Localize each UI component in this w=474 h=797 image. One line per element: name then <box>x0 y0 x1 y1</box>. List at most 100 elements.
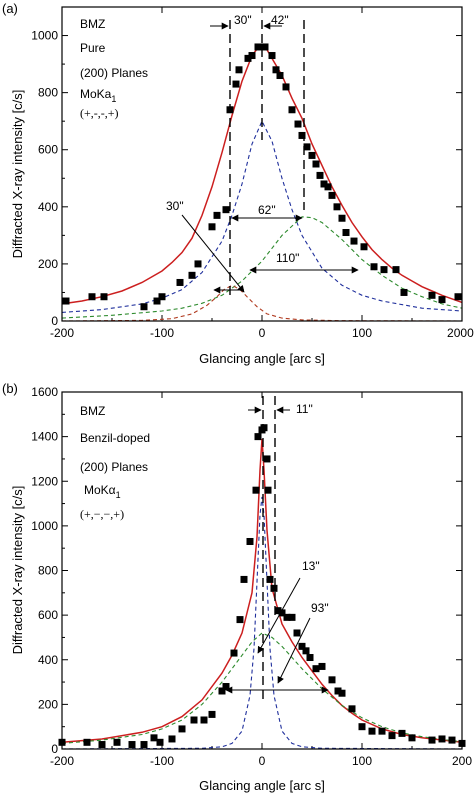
panel-b-data-point <box>208 710 216 718</box>
panel-a-x-tick-label: 0 <box>259 326 266 340</box>
panel-b-width-label-93: 93" <box>311 601 329 615</box>
panel-a-x-tick-label: -200 <box>50 326 74 340</box>
panel-a-data-point <box>316 171 324 179</box>
panel-a-data-point <box>438 296 446 304</box>
panel-b-text-line-5: (+,−,−,+) <box>80 507 124 521</box>
panel-b-data-point <box>240 575 248 583</box>
panel-b-data-point <box>306 654 314 662</box>
panel-b-data-point <box>178 725 186 733</box>
panel-b-points <box>58 424 466 749</box>
panel-a-data-point <box>62 297 70 305</box>
panel-b-arrow-13 <box>257 577 301 654</box>
panel-a-curve-4 <box>61 284 463 322</box>
panel-b-data-point <box>274 607 282 615</box>
panel-b-curve-1 <box>61 438 463 744</box>
panel-a-data-point <box>153 297 161 305</box>
panel-a-curve-1 <box>61 45 463 305</box>
panel-b-data-point <box>83 738 91 746</box>
panel-b-curve-2 <box>61 496 463 750</box>
panel-b-data-point <box>408 734 416 742</box>
panel-b-y-tick-label: 0 <box>51 742 58 756</box>
panel-b-peak-label-11: 11" <box>296 402 313 416</box>
panel-a-data-point <box>282 83 290 91</box>
panel-b-data-point <box>283 613 291 621</box>
panel-b-y-tick-label: 800 <box>38 564 58 578</box>
panel-b-data-point <box>448 736 456 744</box>
panel-b-data-point <box>348 705 356 713</box>
panel-a-data-point <box>342 229 350 237</box>
panel-b-text-block: BMZ Benzil-doped (200) Planes MoKα1 (+,−… <box>80 404 150 521</box>
panel-b-data-point <box>156 738 164 746</box>
panel-a-data-point <box>350 237 358 245</box>
panel-a-y-tick-label: 800 <box>38 86 58 100</box>
panel-b-y-tick-label: 1600 <box>31 385 58 399</box>
panel-a-data-point <box>188 271 196 279</box>
panel-b-data-point <box>140 741 148 749</box>
panel-b-data-point <box>293 629 301 637</box>
panel-a-text-line-2: Pure <box>80 41 106 55</box>
panel-b-data-point <box>254 433 262 441</box>
panel-a-data-point <box>272 66 280 74</box>
panel-b-data-point <box>246 537 254 545</box>
panel-b-arrow-93-diag <box>277 617 311 684</box>
panel-b-text-line-1: BMZ <box>80 404 105 418</box>
panel-a-data-point <box>158 293 166 301</box>
panel-a-width-label-30: 30" <box>166 199 184 213</box>
panel-b-data-point <box>264 486 272 494</box>
panel-a-data-point <box>88 293 96 301</box>
panel-a-data-point <box>308 151 316 159</box>
panel-a-data-point <box>194 260 202 268</box>
panel-b-x-tick-label: 200 <box>452 754 472 768</box>
panel-b-data-point <box>428 736 436 744</box>
panel-b-data-point <box>328 676 336 684</box>
panel-a-data-point <box>320 180 328 188</box>
panel-b-label: (b) <box>2 381 18 396</box>
panel-a-label: (a) <box>2 1 18 16</box>
panel-a-data-point <box>338 214 346 222</box>
panel-a-text-block: BMZ Pure (200) Planes MoKa1 (+,-,-,+) <box>80 17 148 120</box>
panel-a-x-axis-label: Glancing angle [arc s] <box>199 351 325 366</box>
panel-b-data-point <box>260 424 268 432</box>
panel-a-y-tick-label: 200 <box>38 257 58 271</box>
panel-a-data-point <box>380 266 388 274</box>
panel-a-data-point <box>400 288 408 296</box>
panel-b-data-point <box>190 716 198 724</box>
panel-a-data-point <box>276 72 284 80</box>
panel-a-data-point <box>140 303 148 311</box>
panel-a-data-point <box>213 211 221 219</box>
panel-b-y-tick-label: 1400 <box>31 430 58 444</box>
panel-b-data-point <box>266 575 274 583</box>
panel-b-data-point <box>278 609 286 617</box>
panel-b-data-point <box>358 723 366 731</box>
panel-a-frame <box>61 6 463 322</box>
panel-b-data-point <box>312 665 320 673</box>
panel-b-x-tick-label: 100 <box>352 754 372 768</box>
panel-a-data-point <box>268 52 276 60</box>
panel-a-curve-3 <box>61 216 463 319</box>
panel-b-text-line-4: MoKα1 <box>84 483 121 500</box>
panel-b-x-tick-label: -100 <box>150 754 174 768</box>
panel-b-data-point <box>222 683 230 691</box>
panel-a-y-axis-label: Diffracted X-ray intensity [c/s] <box>10 90 25 259</box>
panel-b-data-point <box>218 687 226 695</box>
panel-a-arrow-30-diag <box>181 214 245 293</box>
panel-a-data-point <box>208 223 216 231</box>
panel-a-y-tick-label: 400 <box>38 200 58 214</box>
panel-b-curve-3 <box>61 632 463 744</box>
panel-b-data-point <box>200 716 208 724</box>
panel-a-peak-label-1: 30" <box>234 13 252 27</box>
panel-a-data-point <box>303 143 311 151</box>
panel-a-width-label-110: 110" <box>276 251 299 265</box>
panel-b-y-tick-label: 200 <box>38 697 58 711</box>
panel-a-y-tick-label: 600 <box>38 143 58 157</box>
panel-a-data-point <box>222 206 230 214</box>
panel-a-data-point <box>232 80 240 88</box>
panel-a-data-point <box>244 54 252 62</box>
panel-b-text-line-2: Benzil-doped <box>80 431 150 445</box>
panel-a-y-tick-label: 0 <box>51 314 58 328</box>
panel-a-data-point <box>312 160 320 168</box>
panel-a-curves <box>61 45 463 322</box>
panel-b-data-point <box>318 662 326 670</box>
panel-b-data-point <box>270 584 278 592</box>
